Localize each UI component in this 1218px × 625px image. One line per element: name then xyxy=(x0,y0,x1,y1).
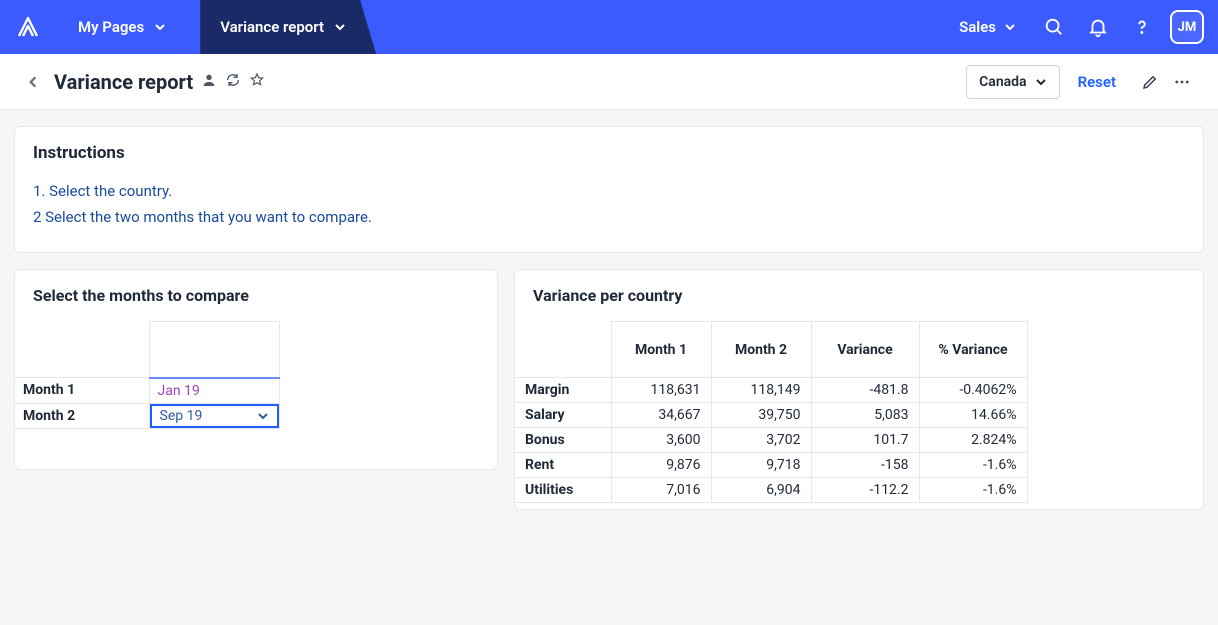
month2-label: Month 2 xyxy=(15,403,149,428)
cell-pct-variance: 14.66% xyxy=(919,403,1027,428)
chevron-left-icon xyxy=(26,75,40,89)
table-row: Bonus3,6003,702101.72.824% xyxy=(515,428,1027,453)
my-pages-label: My Pages xyxy=(78,18,144,36)
chevron-down-icon xyxy=(1004,21,1016,33)
notifications-button[interactable] xyxy=(1076,0,1120,54)
cell-month1: 118,631 xyxy=(611,378,711,403)
avatar-initials: JM xyxy=(1178,20,1197,35)
month-selector-table: Month 1 Jan 19 Month 2 Sep 19 xyxy=(15,321,280,429)
cell-variance: -158 xyxy=(811,453,919,478)
row-label: Bonus xyxy=(515,428,611,453)
table-row: Month 2 Sep 19 xyxy=(15,403,279,428)
cell-month2: 9,718 xyxy=(711,453,811,478)
row-label: Salary xyxy=(515,403,611,428)
bell-icon xyxy=(1087,16,1109,38)
row-label: Margin xyxy=(515,378,611,403)
star-icon[interactable] xyxy=(249,72,265,92)
table-corner xyxy=(515,322,611,378)
instruction-line: 1. Select the country. xyxy=(33,179,1185,205)
cell-month1: 34,667 xyxy=(611,403,711,428)
col-month1: Month 1 xyxy=(611,322,711,378)
reset-button[interactable]: Reset xyxy=(1078,73,1116,91)
edit-button[interactable] xyxy=(1134,73,1166,91)
cell-month2: 6,904 xyxy=(711,478,811,503)
back-button[interactable] xyxy=(20,75,46,89)
col-variance: Variance xyxy=(811,322,919,378)
row-label: Utilities xyxy=(515,478,611,503)
user-avatar[interactable]: JM xyxy=(1170,10,1204,44)
cell-month2: 3,702 xyxy=(711,428,811,453)
cell-pct-variance: -1.6% xyxy=(919,453,1027,478)
cell-month1: 3,600 xyxy=(611,428,711,453)
help-button[interactable] xyxy=(1120,0,1164,54)
refresh-icon[interactable] xyxy=(225,72,241,92)
tab-label: Variance report xyxy=(220,18,324,36)
sales-label: Sales xyxy=(959,18,996,36)
chevron-down-icon xyxy=(1035,76,1047,88)
pencil-icon xyxy=(1141,73,1159,91)
row-label: Rent xyxy=(515,453,611,478)
table-row: Salary34,66739,7505,08314.66% xyxy=(515,403,1027,428)
person-icon[interactable] xyxy=(201,72,217,92)
instruction-line: 2 Select the two months that you want to… xyxy=(33,205,1185,231)
title-icon-group xyxy=(201,72,265,92)
month1-cell[interactable]: Jan 19 xyxy=(149,378,279,404)
chevron-down-icon xyxy=(154,21,166,33)
cell-variance: -481.8 xyxy=(811,378,919,403)
search-icon xyxy=(1043,16,1065,38)
col-pct-variance: % Variance xyxy=(919,322,1027,378)
variance-table: Month 1 Month 2 Variance % Variance Marg… xyxy=(515,321,1028,503)
chevron-down-icon xyxy=(257,410,269,422)
cell-month2: 39,750 xyxy=(711,403,811,428)
content-area: Instructions 1. Select the country. 2 Se… xyxy=(0,110,1218,526)
page-title: Variance report xyxy=(54,70,193,94)
month-selector-card: Select the months to compare Month 1 Jan… xyxy=(14,269,498,470)
table-row: Month 1 Jan 19 xyxy=(15,378,279,404)
sales-menu[interactable]: Sales xyxy=(943,18,1032,36)
more-icon xyxy=(1173,73,1191,91)
my-pages-menu[interactable]: My Pages xyxy=(56,0,184,54)
cell-variance: 5,083 xyxy=(811,403,919,428)
table-corner xyxy=(15,322,149,378)
table-blank-header xyxy=(149,322,279,378)
table-row: Margin118,631118,149-481.8-0.4062% xyxy=(515,378,1027,403)
variance-title: Variance per country xyxy=(515,286,1203,321)
chevron-down-icon xyxy=(334,21,346,33)
col-month2: Month 2 xyxy=(711,322,811,378)
cell-pct-variance: 2.824% xyxy=(919,428,1027,453)
search-button[interactable] xyxy=(1032,0,1076,54)
app-logo[interactable] xyxy=(0,0,56,54)
country-selector[interactable]: Canada xyxy=(966,65,1059,99)
cell-month1: 7,016 xyxy=(611,478,711,503)
instructions-body: 1. Select the country. 2 Select the two … xyxy=(33,179,1185,230)
cell-variance: 101.7 xyxy=(811,428,919,453)
table-row: Utilities7,0166,904-112.2-1.6% xyxy=(515,478,1027,503)
cell-pct-variance: -1.6% xyxy=(919,478,1027,503)
help-icon xyxy=(1131,16,1153,38)
instructions-title: Instructions xyxy=(33,143,1185,163)
cell-pct-variance: -0.4062% xyxy=(919,378,1027,403)
instructions-card: Instructions 1. Select the country. 2 Se… xyxy=(14,126,1204,253)
cell-month2: 118,149 xyxy=(711,378,811,403)
month2-dropdown[interactable]: Sep 19 xyxy=(150,404,279,428)
tab-variance-report[interactable]: Variance report xyxy=(200,0,376,54)
top-nav: My Pages Variance report Sales JM xyxy=(0,0,1218,54)
table-row: Rent9,8769,718-158-1.6% xyxy=(515,453,1027,478)
month1-value: Jan 19 xyxy=(150,379,279,403)
country-value: Canada xyxy=(979,74,1026,90)
month2-cell[interactable]: Sep 19 xyxy=(149,403,279,428)
cell-variance: -112.2 xyxy=(811,478,919,503)
variance-card: Variance per country Month 1 Month 2 Var… xyxy=(514,269,1204,510)
more-button[interactable] xyxy=(1166,73,1198,91)
month1-label: Month 1 xyxy=(15,378,149,404)
month-selector-title: Select the months to compare xyxy=(15,286,497,321)
cell-month1: 9,876 xyxy=(611,453,711,478)
month2-value: Sep 19 xyxy=(160,408,203,424)
page-header: Variance report Canada Reset xyxy=(0,54,1218,110)
